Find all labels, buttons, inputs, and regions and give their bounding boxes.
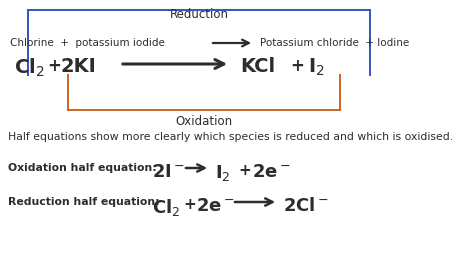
Text: Oxidation half equation:: Oxidation half equation:: [8, 163, 157, 173]
Text: Cl$_2$: Cl$_2$: [152, 197, 180, 218]
Text: 2e$^-$: 2e$^-$: [196, 197, 235, 215]
Text: Half equations show more clearly which species is reduced and which is oxidised.: Half equations show more clearly which s…: [8, 132, 453, 142]
Text: +: +: [183, 197, 196, 212]
Text: I$_2$: I$_2$: [215, 163, 231, 183]
Text: Potassium chloride  + Iodine: Potassium chloride + Iodine: [260, 38, 409, 48]
Text: +: +: [290, 57, 304, 75]
Text: 2KI: 2KI: [61, 57, 97, 76]
Text: I$_2$: I$_2$: [308, 57, 325, 78]
Text: 2I$^-$: 2I$^-$: [152, 163, 185, 181]
Text: Oxidation: Oxidation: [175, 115, 233, 128]
Text: +: +: [238, 163, 251, 178]
Text: +: +: [47, 57, 61, 75]
Text: Chlorine  +  potassium iodide: Chlorine + potassium iodide: [10, 38, 165, 48]
Text: KCl: KCl: [240, 57, 275, 76]
Text: Reduction half equation:: Reduction half equation:: [8, 197, 160, 207]
Text: 2e$^-$: 2e$^-$: [252, 163, 291, 181]
Text: Cl$_2$: Cl$_2$: [14, 57, 45, 79]
Text: Reduction: Reduction: [170, 8, 228, 21]
Text: 2Cl$^-$: 2Cl$^-$: [283, 197, 329, 215]
